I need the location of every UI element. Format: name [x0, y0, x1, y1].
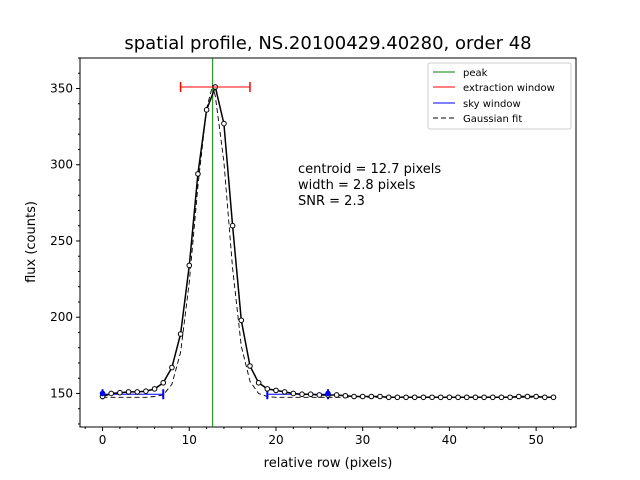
profile-point: [385, 394, 392, 401]
profile-point: [333, 392, 340, 398]
profile-point: [247, 363, 253, 369]
profile-point: [359, 393, 366, 400]
profile-point: [281, 389, 288, 395]
profile-point: [316, 392, 323, 398]
profile-point: [151, 386, 158, 392]
profile-point: [394, 394, 401, 401]
profile-point: [377, 393, 383, 400]
x-tick-label: 10: [182, 433, 197, 447]
profile-point: [238, 317, 245, 324]
profile-point: [472, 394, 479, 401]
x-tick-label: 50: [528, 433, 543, 447]
profile-point: [160, 379, 167, 386]
profile-point: [550, 394, 557, 401]
profile-point: [143, 388, 149, 394]
plot-area: 0 10 20 30 40 50 150 200 250 300 350: [50, 57, 577, 447]
y-tick-label: 200: [50, 310, 73, 324]
annotation-centroid: centroid = 12.7 pixels: [298, 162, 441, 177]
sky-window-point: [325, 390, 331, 397]
y-tick-label: 150: [50, 386, 73, 400]
profile-point: [429, 394, 435, 401]
profile-point: [437, 394, 444, 401]
profile-point: [229, 222, 236, 229]
profile-point: [290, 390, 297, 397]
annotation-snr: SNR = 2.3: [298, 194, 365, 209]
legend-label-extraction-window: extraction window: [463, 83, 555, 94]
profile-point: [524, 393, 531, 400]
profile-point: [455, 394, 461, 401]
profile-point: [307, 391, 314, 398]
x-tick-label: 40: [442, 433, 457, 447]
profile-point: [420, 394, 427, 401]
profile-point: [403, 394, 409, 401]
profile-point: [498, 394, 505, 401]
profile-point: [515, 393, 522, 400]
profile-point: [108, 390, 115, 397]
y-tick-label: 350: [50, 81, 73, 95]
legend-label-sky-window: sky window: [463, 99, 521, 110]
sky-window-point: [99, 390, 106, 397]
profile-point: [125, 389, 132, 395]
y-tick-label: 300: [50, 158, 73, 172]
profile-point: [273, 387, 279, 394]
y-tick-label: 250: [50, 234, 73, 248]
profile-point: [446, 394, 453, 401]
profile-point: [533, 393, 539, 400]
profile-point: [481, 394, 487, 401]
profile-point: [411, 394, 418, 401]
x-tick-label: 30: [355, 433, 370, 447]
profile-point: [264, 386, 271, 392]
legend: peak extraction window sky window Gaussi…: [427, 62, 572, 130]
profile-point: [195, 171, 201, 177]
profile-point: [541, 394, 548, 401]
profile-point: [351, 393, 357, 400]
y-axis: 150 200 250 300 350: [50, 57, 80, 425]
profile-point: [134, 389, 141, 395]
profile-point: [489, 394, 496, 401]
profile-point: [507, 394, 513, 401]
series-layer: [99, 58, 557, 427]
profile-point: [169, 364, 175, 371]
legend-box: [427, 62, 572, 130]
y-axis-label: flux (counts): [24, 201, 39, 283]
x-tick-label: 20: [268, 433, 283, 447]
profile-point: [186, 262, 193, 269]
legend-label-peak: peak: [463, 68, 488, 79]
profile-point: [368, 393, 375, 400]
chart-title: spatial profile, NS.20100429.40280, orde…: [124, 33, 531, 54]
profile-point: [463, 394, 470, 401]
annotation-width: width = 2.8 pixels: [298, 178, 416, 193]
profile-point: [221, 120, 227, 127]
profile-point: [203, 107, 210, 113]
gaussian-fit-line: [102, 85, 554, 398]
profile-point: [255, 379, 262, 386]
profile-point: [177, 331, 184, 337]
profile-point: [117, 389, 123, 396]
profile-point: [342, 392, 349, 399]
x-axis: 0 10 20 30 40 50: [84, 427, 572, 447]
x-tick-label: 0: [99, 433, 107, 447]
profile-point: [299, 391, 305, 398]
profile-line: [102, 84, 554, 399]
legend-label-gaussian-fit: Gaussian fit: [463, 114, 522, 125]
x-axis-label: relative row (pixels): [264, 456, 393, 471]
